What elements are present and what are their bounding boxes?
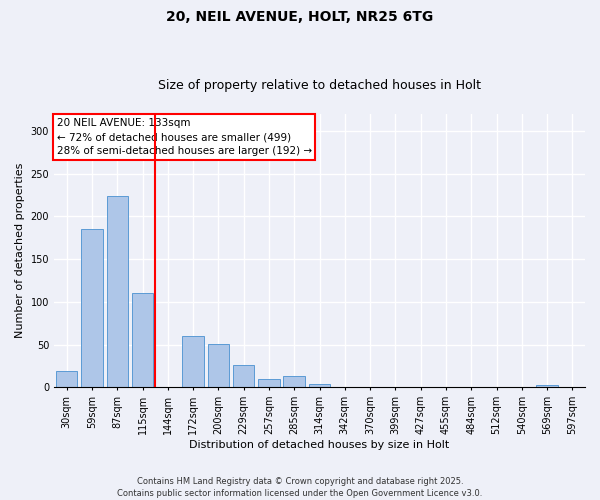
Bar (258, 379, 280, 388)
Bar (309, 384, 330, 388)
Bar (208, 344, 229, 388)
Bar (182, 336, 204, 388)
X-axis label: Distribution of detached houses by size in Holt: Distribution of detached houses by size … (190, 440, 449, 450)
Bar (132, 294, 153, 388)
Text: 20 NEIL AVENUE: 133sqm
← 72% of detached houses are smaller (499)
28% of semi-de: 20 NEIL AVENUE: 133sqm ← 72% of detached… (56, 118, 312, 156)
Bar (536, 384, 558, 388)
Bar (107, 196, 128, 388)
Y-axis label: Number of detached properties: Number of detached properties (15, 163, 25, 338)
Bar (81, 230, 103, 388)
Text: 20, NEIL AVENUE, HOLT, NR25 6TG: 20, NEIL AVENUE, HOLT, NR25 6TG (166, 10, 434, 24)
Bar (56, 371, 77, 388)
Text: Contains HM Land Registry data © Crown copyright and database right 2025.
Contai: Contains HM Land Registry data © Crown c… (118, 476, 482, 498)
Bar (233, 365, 254, 388)
Title: Size of property relative to detached houses in Holt: Size of property relative to detached ho… (158, 79, 481, 92)
Bar (283, 376, 305, 388)
